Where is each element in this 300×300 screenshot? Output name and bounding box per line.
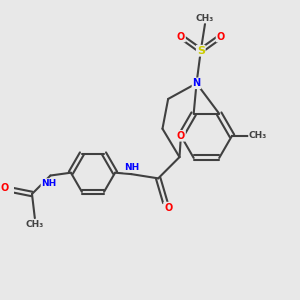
Text: NH: NH — [124, 163, 139, 172]
Text: CH₃: CH₃ — [249, 131, 267, 140]
Text: CH₃: CH₃ — [196, 14, 214, 22]
Text: NH: NH — [41, 179, 57, 188]
Text: O: O — [0, 183, 9, 193]
Text: N: N — [193, 78, 201, 88]
Text: O: O — [177, 131, 185, 141]
Text: O: O — [164, 202, 172, 213]
Text: CH₃: CH₃ — [26, 220, 44, 229]
Text: S: S — [197, 46, 205, 56]
Text: O: O — [177, 32, 185, 41]
Text: O: O — [217, 32, 225, 41]
